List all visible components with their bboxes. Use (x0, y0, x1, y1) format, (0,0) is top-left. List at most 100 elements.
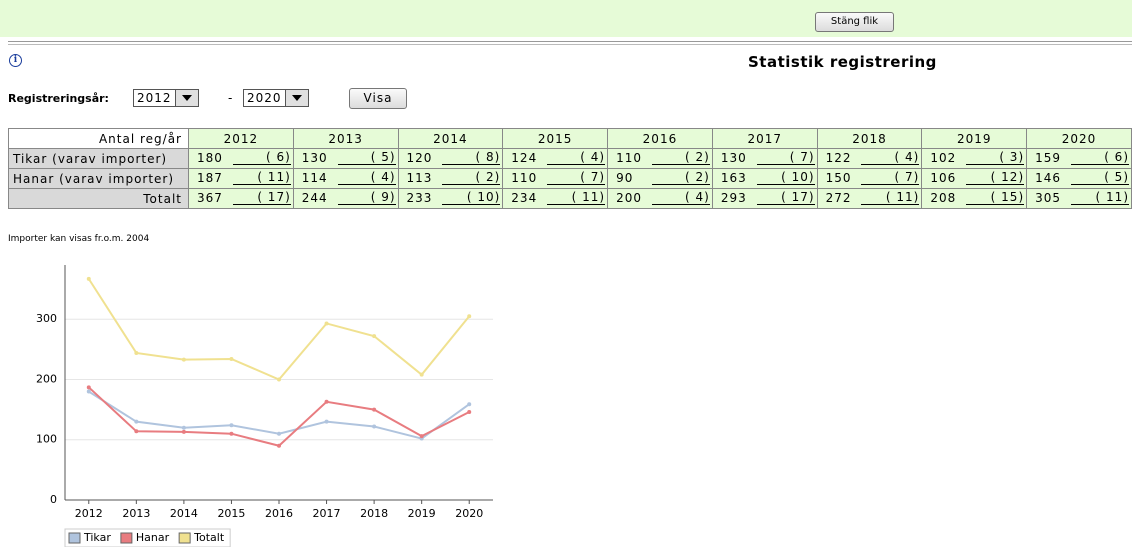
separator-text: - (228, 91, 233, 105)
data-row: Totalt 367( 17) 244( 9) 233( 10) 234( 11) 200… (8, 188, 1132, 209)
data-cell: 110 ( 2) (607, 148, 713, 169)
count: 150 (825, 171, 852, 185)
count: 106 (930, 171, 957, 185)
legend-label: Totalt (193, 531, 225, 544)
count: 102 (930, 151, 957, 165)
point (324, 399, 329, 404)
imports: ( 2) (651, 170, 710, 185)
count: 293 (720, 191, 747, 205)
data-cell: 102 ( 3) (921, 148, 1028, 169)
year-header: 2017 (711, 128, 818, 149)
count: 244 (301, 191, 328, 205)
stats-table: Antal reg/år 2012 2013 2014 2015 2016 2017 2018… (8, 128, 1132, 209)
imports: ( 17) (232, 190, 291, 205)
data-cell: 113 ( 2) (397, 168, 504, 189)
data-cell: 163 ( 10) (711, 168, 818, 189)
data-cell: 305 ( 11) (1026, 188, 1132, 209)
x-tick-label: 2013 (122, 507, 150, 520)
to-year-select[interactable]: 2020 (243, 89, 309, 107)
data-cell: 159 ( 6) (1026, 148, 1132, 169)
x-tick-label: 2019 (408, 507, 436, 520)
point (467, 402, 472, 407)
year-header: 2019 (921, 128, 1028, 149)
imports: ( 4) (547, 150, 606, 165)
point (229, 357, 234, 361)
x-tick-label: 2017 (313, 507, 341, 520)
dropdown-arrow (175, 90, 198, 106)
info-icon[interactable]: i (9, 54, 22, 67)
imports: ( 6) (232, 150, 291, 165)
year-header: 2018 (816, 128, 923, 149)
data-cell: 244 ( 9) (292, 188, 399, 209)
point (181, 429, 186, 434)
header-row: Antal reg/år 2012 2013 2014 2015 2016 2017 2018… (8, 128, 1132, 149)
x-tick-label: 2014 (170, 507, 198, 520)
legend-swatch (178, 532, 191, 544)
legend-label: Hanar (136, 531, 170, 544)
year-header: 2015 (502, 128, 609, 149)
data-cell: 200 ( 4) (607, 188, 713, 209)
count: 272 (825, 191, 852, 205)
point (467, 314, 472, 319)
point (372, 424, 377, 429)
imports: ( 4) (861, 150, 920, 165)
year-header: 2014 (397, 128, 504, 149)
count: 130 (301, 151, 328, 165)
imports: ( 12) (966, 170, 1025, 185)
imports: ( 17) (756, 190, 815, 205)
imports: ( 2) (442, 170, 501, 185)
count: 234 (511, 191, 538, 205)
point (277, 431, 281, 436)
chart: 0 100 200 300 2012 2013 2014 2015 2016 2017 2018 20… (36, 265, 493, 547)
point (134, 429, 139, 434)
data-cell: 110 ( 7) (502, 168, 609, 189)
count: 130 (720, 151, 747, 165)
count: 110 (511, 171, 538, 185)
data-cell: 180 ( 6) (188, 148, 294, 169)
imports: ( 5) (1071, 170, 1129, 185)
close-tab-button[interactable]: Stäng flik (815, 12, 894, 32)
data-cell: 367 ( 17) (188, 188, 294, 209)
data-cell: 146 ( 5) (1026, 168, 1132, 189)
imports: ( 11) (861, 190, 920, 205)
count: 163 (720, 171, 747, 185)
data-cell: 120 ( 8) (397, 148, 504, 169)
count: 124 (511, 151, 538, 165)
show-button[interactable]: Visa (349, 88, 407, 109)
series-line (87, 278, 470, 381)
count: 120 (406, 151, 433, 165)
row-label: Tikar (varav importer) (8, 148, 189, 169)
count: 200 (616, 191, 642, 205)
imports: ( 11) (547, 190, 606, 205)
point (134, 350, 139, 355)
from-year: 2012 (137, 91, 172, 105)
x-tick-label: 2015 (217, 507, 245, 520)
count: 187 (197, 171, 223, 185)
dropdown-arrow (285, 90, 308, 106)
year-header: 2016 (607, 128, 713, 149)
imports: ( 2) (651, 150, 710, 165)
imports: ( 7) (756, 150, 815, 165)
data-cell: 90 ( 2) (607, 168, 713, 189)
count: 122 (825, 151, 852, 165)
count: 233 (406, 191, 433, 205)
x-tick-label: 2018 (360, 507, 388, 520)
imports: ( 15) (966, 190, 1025, 205)
data-cell: 293 ( 17) (711, 188, 818, 209)
count: 110 (616, 151, 642, 165)
point (134, 419, 139, 424)
toolbar: Stäng flik (0, 0, 1132, 37)
data-cell: 272 ( 11) (816, 188, 923, 209)
imports: ( 10) (756, 170, 815, 185)
point (229, 431, 234, 436)
count: 159 (1035, 151, 1062, 165)
point (86, 389, 91, 394)
to-year: 2020 (247, 91, 282, 105)
y-tick-label: 0 (50, 493, 57, 506)
from-year-select[interactable]: 2012 (133, 89, 199, 107)
point (419, 372, 424, 377)
legend-label: Tikar (83, 531, 111, 544)
data-cell: 187 ( 11) (188, 168, 294, 189)
imports: ( 7) (547, 170, 606, 185)
point (324, 419, 329, 424)
